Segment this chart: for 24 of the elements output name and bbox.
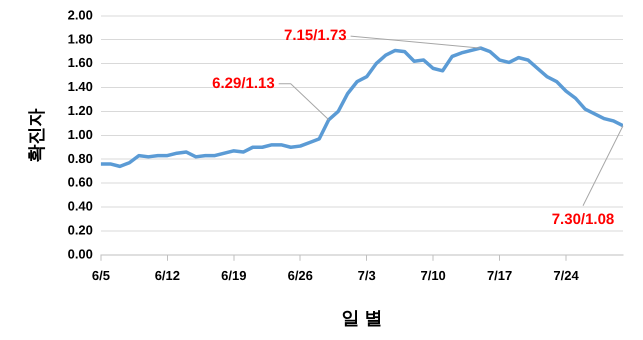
annotation: 7.30/1.08 xyxy=(552,210,614,228)
x-tick-label: 6/26 xyxy=(288,268,313,284)
y-tick-label: 1.80 xyxy=(68,31,93,46)
y-tick-label: 0.60 xyxy=(68,174,93,190)
x-tick-label: 7/24 xyxy=(553,268,580,284)
y-axis-title: 확진자 xyxy=(26,108,46,162)
y-tick-label: 2.00 xyxy=(68,7,93,22)
y-tick-label: 1.20 xyxy=(68,102,93,118)
y-tick-label: 1.40 xyxy=(68,79,93,94)
y-tick-label: 0.20 xyxy=(68,222,93,238)
annotation: 6.29/1.13 xyxy=(212,74,275,92)
y-tick-label: 1.60 xyxy=(68,55,93,70)
y-tick-label: 1.00 xyxy=(68,126,93,142)
y-tick-label: 0.80 xyxy=(68,150,93,166)
x-tick-label: 7/10 xyxy=(420,268,446,284)
y-tick-label: 0.00 xyxy=(68,246,93,262)
x-tick-label: 6/19 xyxy=(221,268,246,284)
x-tick-label: 6/5 xyxy=(92,268,110,284)
x-tick-label: 6/12 xyxy=(154,268,180,284)
x-tick-label: 7/3 xyxy=(358,268,376,284)
y-tick-label: 0.40 xyxy=(68,198,93,214)
x-axis-title: 일 별 xyxy=(341,308,382,328)
x-tick-label: 7/17 xyxy=(486,268,512,284)
annotation: 7.15/1.73 xyxy=(284,27,347,44)
